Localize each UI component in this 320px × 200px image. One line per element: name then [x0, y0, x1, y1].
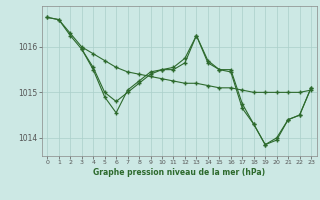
- X-axis label: Graphe pression niveau de la mer (hPa): Graphe pression niveau de la mer (hPa): [93, 168, 265, 177]
